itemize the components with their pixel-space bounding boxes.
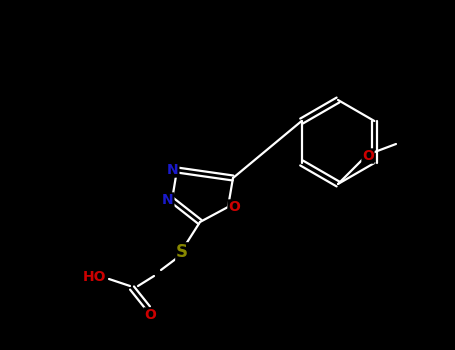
Text: HO: HO bbox=[83, 270, 107, 284]
Text: N: N bbox=[167, 163, 179, 177]
Text: O: O bbox=[228, 200, 240, 214]
Text: O: O bbox=[144, 308, 156, 322]
Text: S: S bbox=[176, 243, 188, 261]
Text: N: N bbox=[162, 193, 174, 207]
Text: O: O bbox=[362, 149, 374, 163]
